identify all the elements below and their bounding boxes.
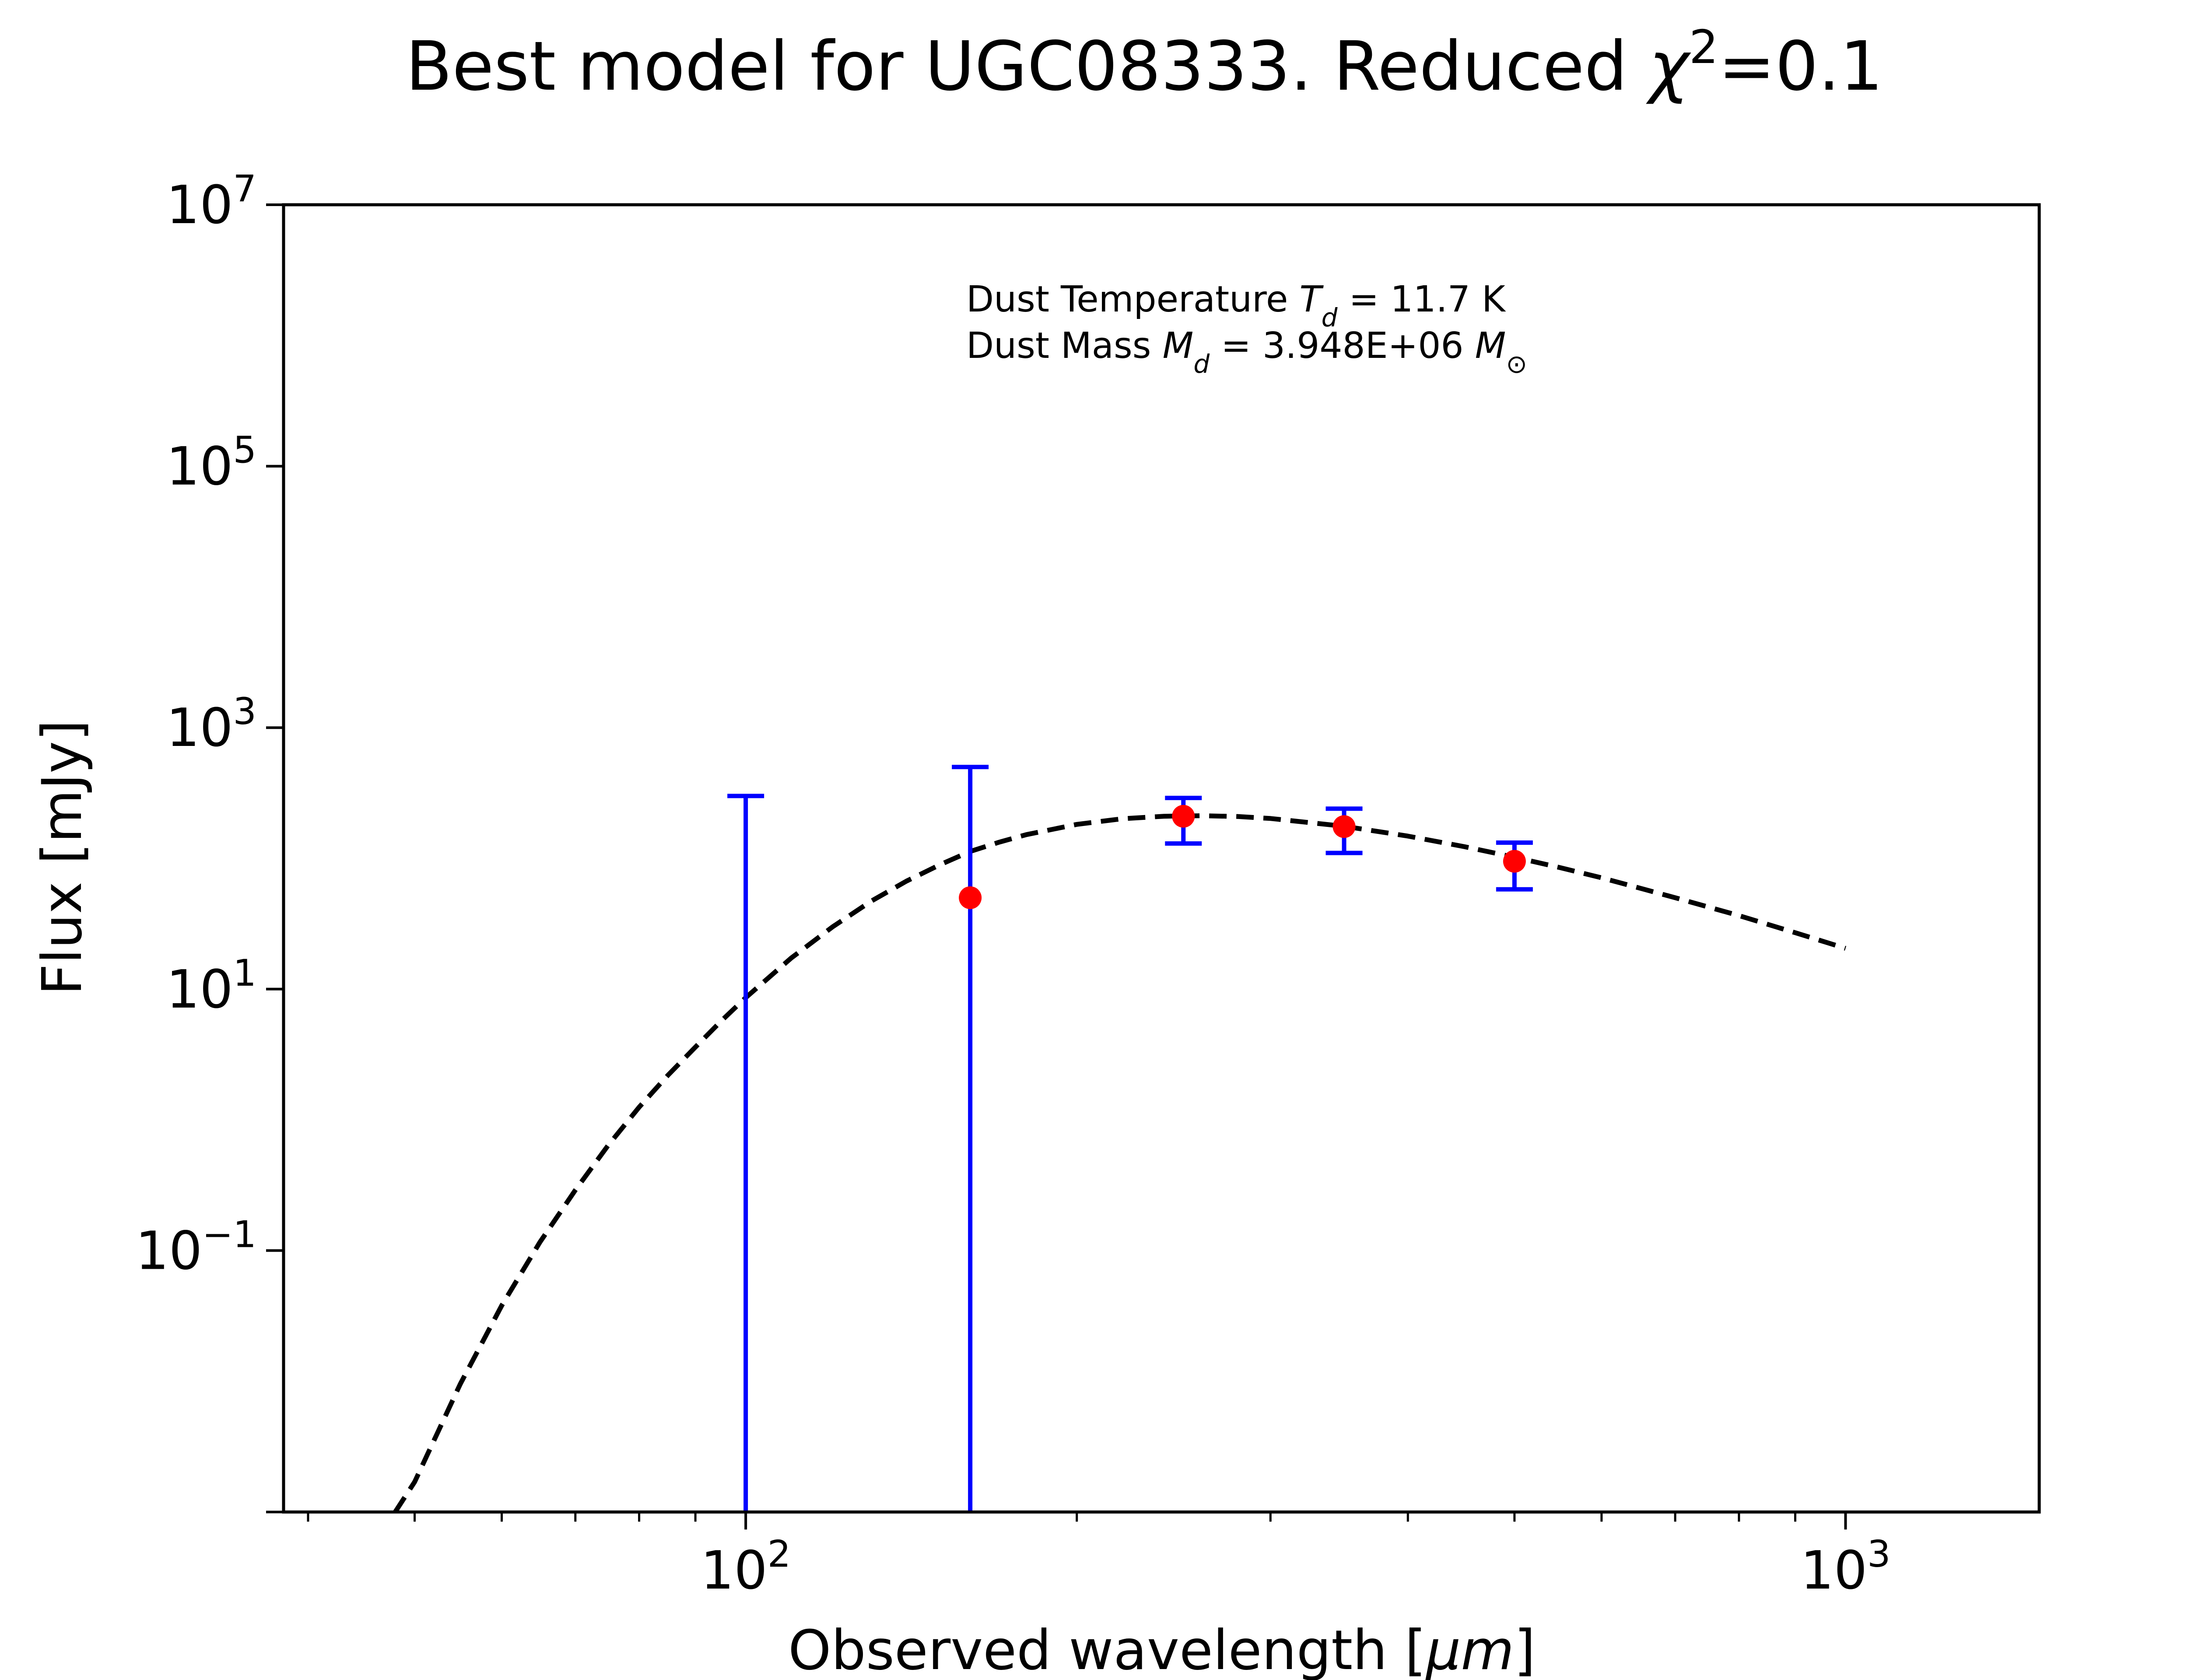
major-ticks [266,203,1847,1530]
y-axis-label: Flux [mJy] [31,720,94,995]
annotation-dust-temperature: Dust Temperature Td = 11.7 K [966,279,1506,332]
axes-frame [282,203,2041,1514]
x-tick-label: 102 [701,1533,791,1601]
x-tick-label: 103 [1800,1533,1890,1601]
tick-labels: 102 103 10−1 101 103 105 107 [135,167,1890,1601]
y-tick-label: 107 [166,167,256,236]
x-axis-label: Observed wavelength [μm] [788,1619,1536,1680]
y-tick-label: 105 [166,429,256,497]
y-tick-label: 103 [166,690,256,759]
y-tick-label: 101 [166,952,256,1020]
chart-title: Best model for UGC08333. Reduced χ2=0.1 [406,21,1883,106]
data-point [1172,805,1195,828]
data-point [1503,850,1526,873]
annotation-dust-mass: Dust Mass Md = 3.948E+06 M⊙ [966,325,1527,379]
y-tick-label: 10−1 [135,1213,256,1281]
data-point [1332,815,1356,838]
plot-area [393,765,1847,1513]
chi-symbol: χ [1646,27,1691,106]
model-curve [393,813,1847,1513]
minor-ticks [307,1512,1796,1522]
data-point [959,886,982,909]
